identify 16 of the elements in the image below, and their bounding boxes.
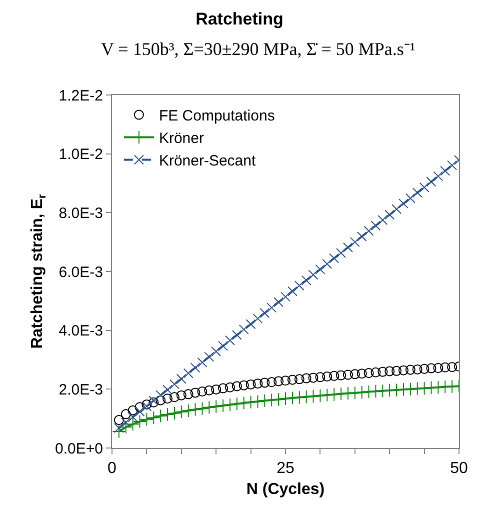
y-tick-label: 0.0E+0 [55, 440, 103, 458]
x-axis-title: N (Cycles) [246, 480, 325, 498]
chart-title: Ratcheting [196, 10, 284, 29]
legend-label: Kröner-Secant [158, 152, 256, 170]
y-tick-label: 4.0E-3 [58, 322, 103, 340]
y-tick-label: 2.0E-3 [58, 381, 103, 398]
y-tick-label: 6.0E-3 [58, 264, 103, 281]
x-tick-label: 0 [108, 460, 117, 478]
legend-label: FE Computations [158, 108, 275, 125]
x-tick-label: 25 [276, 460, 294, 478]
legend-label: Kröner [158, 130, 204, 148]
y-tick-label: 1.2E-2 [58, 87, 103, 104]
y-tick-label: 8.0E-3 [58, 204, 103, 222]
y-tick-label: 1.0E-2 [58, 146, 103, 164]
chart-subtitle: V = 150b³, Σ=30±290 MPa, Σ̇ = 50 MPa.s⁻¹ [101, 39, 416, 59]
x-tick-label: 50 [450, 460, 468, 478]
